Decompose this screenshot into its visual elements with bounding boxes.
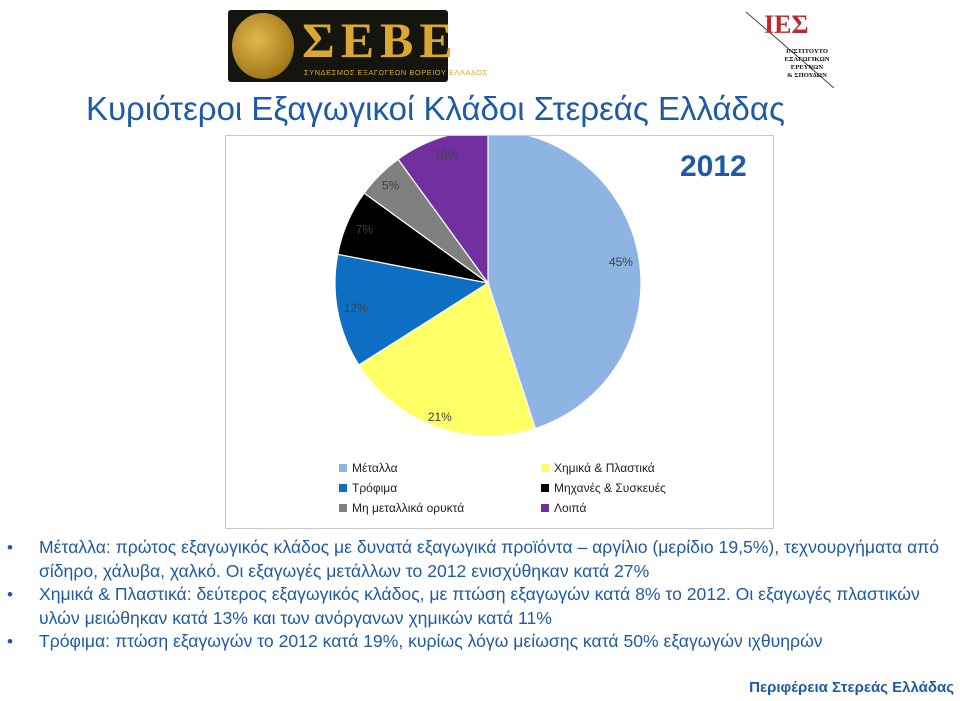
iees-name-line: ΙΝΣΤΙΤΟΥΤΟ [785, 48, 828, 55]
sebe-logo: ΣΕΒΕ ΣΥΝΔΕΣΜΟΣ ΕΞΑΓΩΓΕΩΝ ΒΟΡΕΙΟΥ ΕΛΛΑΔΟΣ [228, 10, 487, 82]
iees-name: ΙΝΣΤΙΤΟΥΤΟ ΕΞΑΓΩΓΙΚΩΝ ΕΡΕΥΝΩΝ & ΣΠΟΥΔΩΝ [778, 48, 836, 80]
iees-monogram: ΙΕΣ [764, 10, 809, 39]
bullet-item: • Χημικά & Πλαστικά: δεύτερος εξαγωγικός … [0, 583, 960, 630]
pie-slice-label: 5% [382, 179, 400, 193]
legend-label: Χημικά & Πλαστικά [554, 461, 655, 475]
legend-swatch [541, 484, 549, 492]
bullet-text: Χημικά & Πλαστικά: δεύτερος εξαγωγικός κ… [39, 584, 920, 628]
bullet-icon: • [7, 632, 13, 651]
pie-slice [334, 253, 490, 366]
legend-label: Τρόφιμα [352, 481, 397, 495]
bullet-item: • Τρόφιμα: πτώση εξαγωγών το 2012 κατά 19… [0, 630, 960, 654]
iees-name-line: ΕΡΕΥΝΩΝ [790, 64, 824, 71]
pie-slice-label: 10% [434, 148, 458, 162]
pie-slice-label: 45% [609, 255, 633, 269]
pie-slice-label: 7% [356, 223, 374, 237]
legend-swatch [339, 484, 347, 492]
legend-label: Μέταλλα [352, 461, 398, 475]
iees-logo: ΙΕΣ ΙΝΣΤΙΤΟΥΤΟ ΕΞΑΓΩΓΙΚΩΝ ΕΡΕΥΝΩΝ & ΣΠΟΥ… [744, 10, 836, 90]
bullet-list: • Μέταλλα: πρώτος εξαγωγικός κλάδος με δυ… [0, 536, 960, 654]
pie-slice-label: 12% [344, 301, 368, 315]
pie-slice [357, 282, 537, 437]
bullet-item: • Μέταλλα: πρώτος εξαγωγικός κλάδος με δυ… [0, 536, 960, 583]
year-label: 2012 [680, 150, 747, 183]
legend-swatch [541, 504, 549, 512]
sebe-logo-letters: ΣΕΒΕ [302, 12, 459, 68]
legend-swatch [541, 464, 549, 472]
pie-slice-label: 21% [428, 410, 452, 424]
footer-region: Περιφέρεια Στερεάς Ελλάδας [749, 679, 954, 696]
pie-chart-svg: 45% 21% 12% 7% 5% 10% Μέταλλα Χημικά & Πλαστικά… [334, 136, 666, 515]
bullet-icon: • [7, 538, 13, 557]
pie-slice [487, 136, 642, 430]
pie-chart: 45% 21% 12% 7% 5% 10% Μέταλλα Χημικά & Πλαστικά… [225, 135, 774, 529]
coin-emblem-icon [232, 13, 294, 79]
legend-swatch [339, 504, 347, 512]
sebe-logo-subtitle: ΣΥΝΔΕΣΜΟΣ ΕΞΑΓΩΓΕΩΝ ΒΟΡΕΙΟΥ ΕΛΛΑΔΟΣ [304, 68, 488, 77]
pie-slice [397, 136, 489, 285]
iees-logo-frame-icon [745, 11, 835, 89]
iees-name-line: ΕΞΑΓΩΓΙΚΩΝ [784, 56, 830, 63]
page-title: Κυριότεροι Εξαγωγικοί Κλάδοι Στερεάς Ελλ… [86, 90, 785, 127]
legend-label: Μη μεταλλικά ορυκτά [352, 501, 464, 515]
bullet-text: Τρόφιμα: πτώση εξαγωγών το 2012 κατά 19%… [39, 631, 823, 651]
legend-label: Λοιπά [554, 501, 586, 515]
legend-swatch [339, 464, 347, 472]
iees-name-line: & ΣΠΟΥΔΩΝ [787, 72, 827, 79]
bullet-icon: • [7, 585, 13, 604]
bullet-text: Μέταλλα: πρώτος εξαγωγικός κλάδος με δυν… [39, 537, 940, 581]
legend-label: Μηχανές & Συσκευές [554, 481, 666, 495]
